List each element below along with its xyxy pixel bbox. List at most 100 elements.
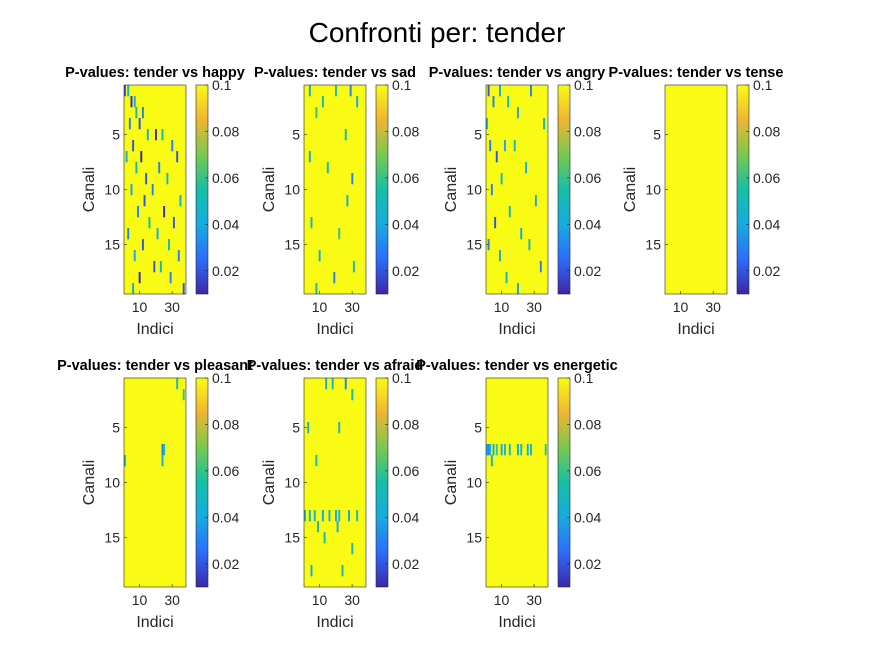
y-axis-label: Canali [261, 460, 278, 505]
colorbar [558, 378, 570, 587]
heatmap-cell [539, 261, 542, 273]
heatmap-cell [143, 195, 146, 207]
heatmap-cell [333, 272, 336, 284]
heatmap-cell [132, 283, 135, 295]
heatmap-cell [151, 184, 154, 196]
heatmap-cell [495, 151, 498, 163]
colorbar-tick-label: 0.02 [392, 263, 419, 279]
colorbar-tick-label: 0.06 [574, 463, 601, 479]
heatmap-panel: 5 10 15 10 30 Indici Canali P-values: tender vs… [416, 358, 617, 631]
heatmap-cell [503, 444, 506, 456]
heatmap-cell [489, 444, 492, 456]
heatmap-panel: 5 10 15 10 30 Indici Canali P-values: tender vs… [254, 65, 419, 338]
heatmap-cell [171, 140, 174, 152]
heatmap-cell [530, 444, 532, 456]
colorbar-tick-label: 0.08 [574, 123, 601, 139]
heatmap-cell [321, 96, 324, 108]
heatmap-cell [155, 129, 157, 141]
heatmap-panel: 5 10 15 10 30 Indici Canali P-values: tender vs… [65, 65, 245, 338]
y-tick-label: 10 [284, 475, 300, 491]
y-tick-label: 15 [466, 530, 482, 546]
heatmap-cell [520, 444, 523, 456]
heatmap-background [665, 85, 727, 294]
heatmap-cell [490, 455, 493, 467]
heatmap-cell [323, 532, 326, 544]
colorbar-tick-label: 0.02 [392, 556, 419, 572]
heatmap-cell [135, 162, 138, 174]
heatmap-cell [335, 85, 337, 97]
colorbar-tick-label: 0.06 [392, 170, 419, 186]
y-tick-label: 15 [284, 530, 300, 546]
heatmap-cell [145, 173, 148, 185]
colorbar-box [375, 84, 389, 295]
colorbar [737, 85, 749, 294]
x-tick-label: 10 [312, 299, 328, 315]
colorbar-box [375, 377, 389, 588]
heatmap-background [304, 378, 366, 587]
heatmap-cell [321, 510, 324, 522]
heatmap-cell [128, 118, 131, 130]
colorbar-tick-label: 0.1 [392, 77, 412, 93]
colorbar-tick-label: 0.08 [392, 123, 419, 139]
heatmap-cell [182, 283, 185, 295]
colorbar-box [195, 84, 209, 295]
heatmap-cell [182, 389, 185, 401]
x-axis-label: Indici [498, 321, 535, 338]
colorbar [376, 85, 388, 294]
y-tick-label: 10 [284, 182, 300, 198]
colorbar-tick-label: 0.1 [574, 77, 594, 93]
x-axis-label: Indici [677, 321, 714, 338]
heatmap-background [124, 378, 186, 587]
heatmap-cell [169, 272, 172, 284]
panel-title: P-values: tender vs happy [65, 65, 245, 81]
colorbar-box [557, 377, 571, 588]
y-tick-label: 10 [466, 475, 482, 491]
heatmap-cell [328, 510, 331, 522]
heatmap-cell [356, 510, 359, 522]
colorbar-tick-label: 0.1 [753, 77, 773, 93]
colorbar-tick-label: 0.02 [574, 556, 601, 572]
heatmap-cell [346, 195, 349, 207]
heatmap-cell [179, 195, 182, 207]
y-tick-label: 15 [104, 237, 120, 253]
heatmap-cell [492, 444, 495, 456]
heatmap-cell [544, 444, 547, 456]
heatmap-cell [338, 510, 341, 522]
y-tick-label: 5 [292, 420, 300, 436]
colorbar-tick-label: 0.04 [392, 509, 419, 525]
colorbar-tick-label: 0.06 [392, 463, 419, 479]
colorbar-tick-label: 0.08 [753, 123, 780, 139]
colorbar-box [557, 84, 571, 295]
heatmap-cell [500, 444, 503, 456]
colorbar-tick-label: 0.1 [392, 370, 412, 386]
panel-title: P-values: tender vs sad [254, 65, 416, 81]
heatmap-cell [125, 151, 128, 163]
y-tick-label: 5 [653, 127, 661, 143]
heatmap-cell [156, 228, 159, 240]
heatmap-cell [138, 272, 141, 284]
colorbar-box [736, 84, 750, 295]
y-tick-label: 10 [645, 182, 661, 198]
heatmap-cell [161, 444, 164, 456]
x-tick-label: 10 [494, 592, 510, 608]
heatmap-cell [503, 140, 506, 152]
heatmap-cell [486, 444, 488, 456]
y-tick-label: 15 [284, 237, 300, 253]
heatmap-cell [517, 283, 519, 295]
heatmap-panel: 5 10 15 10 30 Indici Canali P-values: tender vs… [247, 358, 424, 631]
heatmap-cell [130, 184, 133, 196]
heatmap-cell [492, 96, 495, 108]
heatmap-cell [127, 85, 130, 97]
heatmap-cell [307, 422, 310, 434]
heatmap-cell [341, 565, 344, 577]
panel-title: P-values: tender vs tense [609, 65, 784, 81]
heatmap-cell [127, 228, 130, 240]
heatmap-cell [338, 228, 341, 240]
heatmap-cell [525, 162, 528, 174]
y-tick-label: 5 [112, 127, 120, 143]
heatmap-cell [499, 85, 501, 97]
colorbar-tick-label: 0.04 [753, 216, 780, 232]
x-axis-label: Indici [136, 614, 173, 631]
heatmap-panel: 5 10 15 10 30 Indici Canali P-values: tender vs… [57, 358, 253, 631]
y-axis-label: Canali [81, 460, 98, 505]
